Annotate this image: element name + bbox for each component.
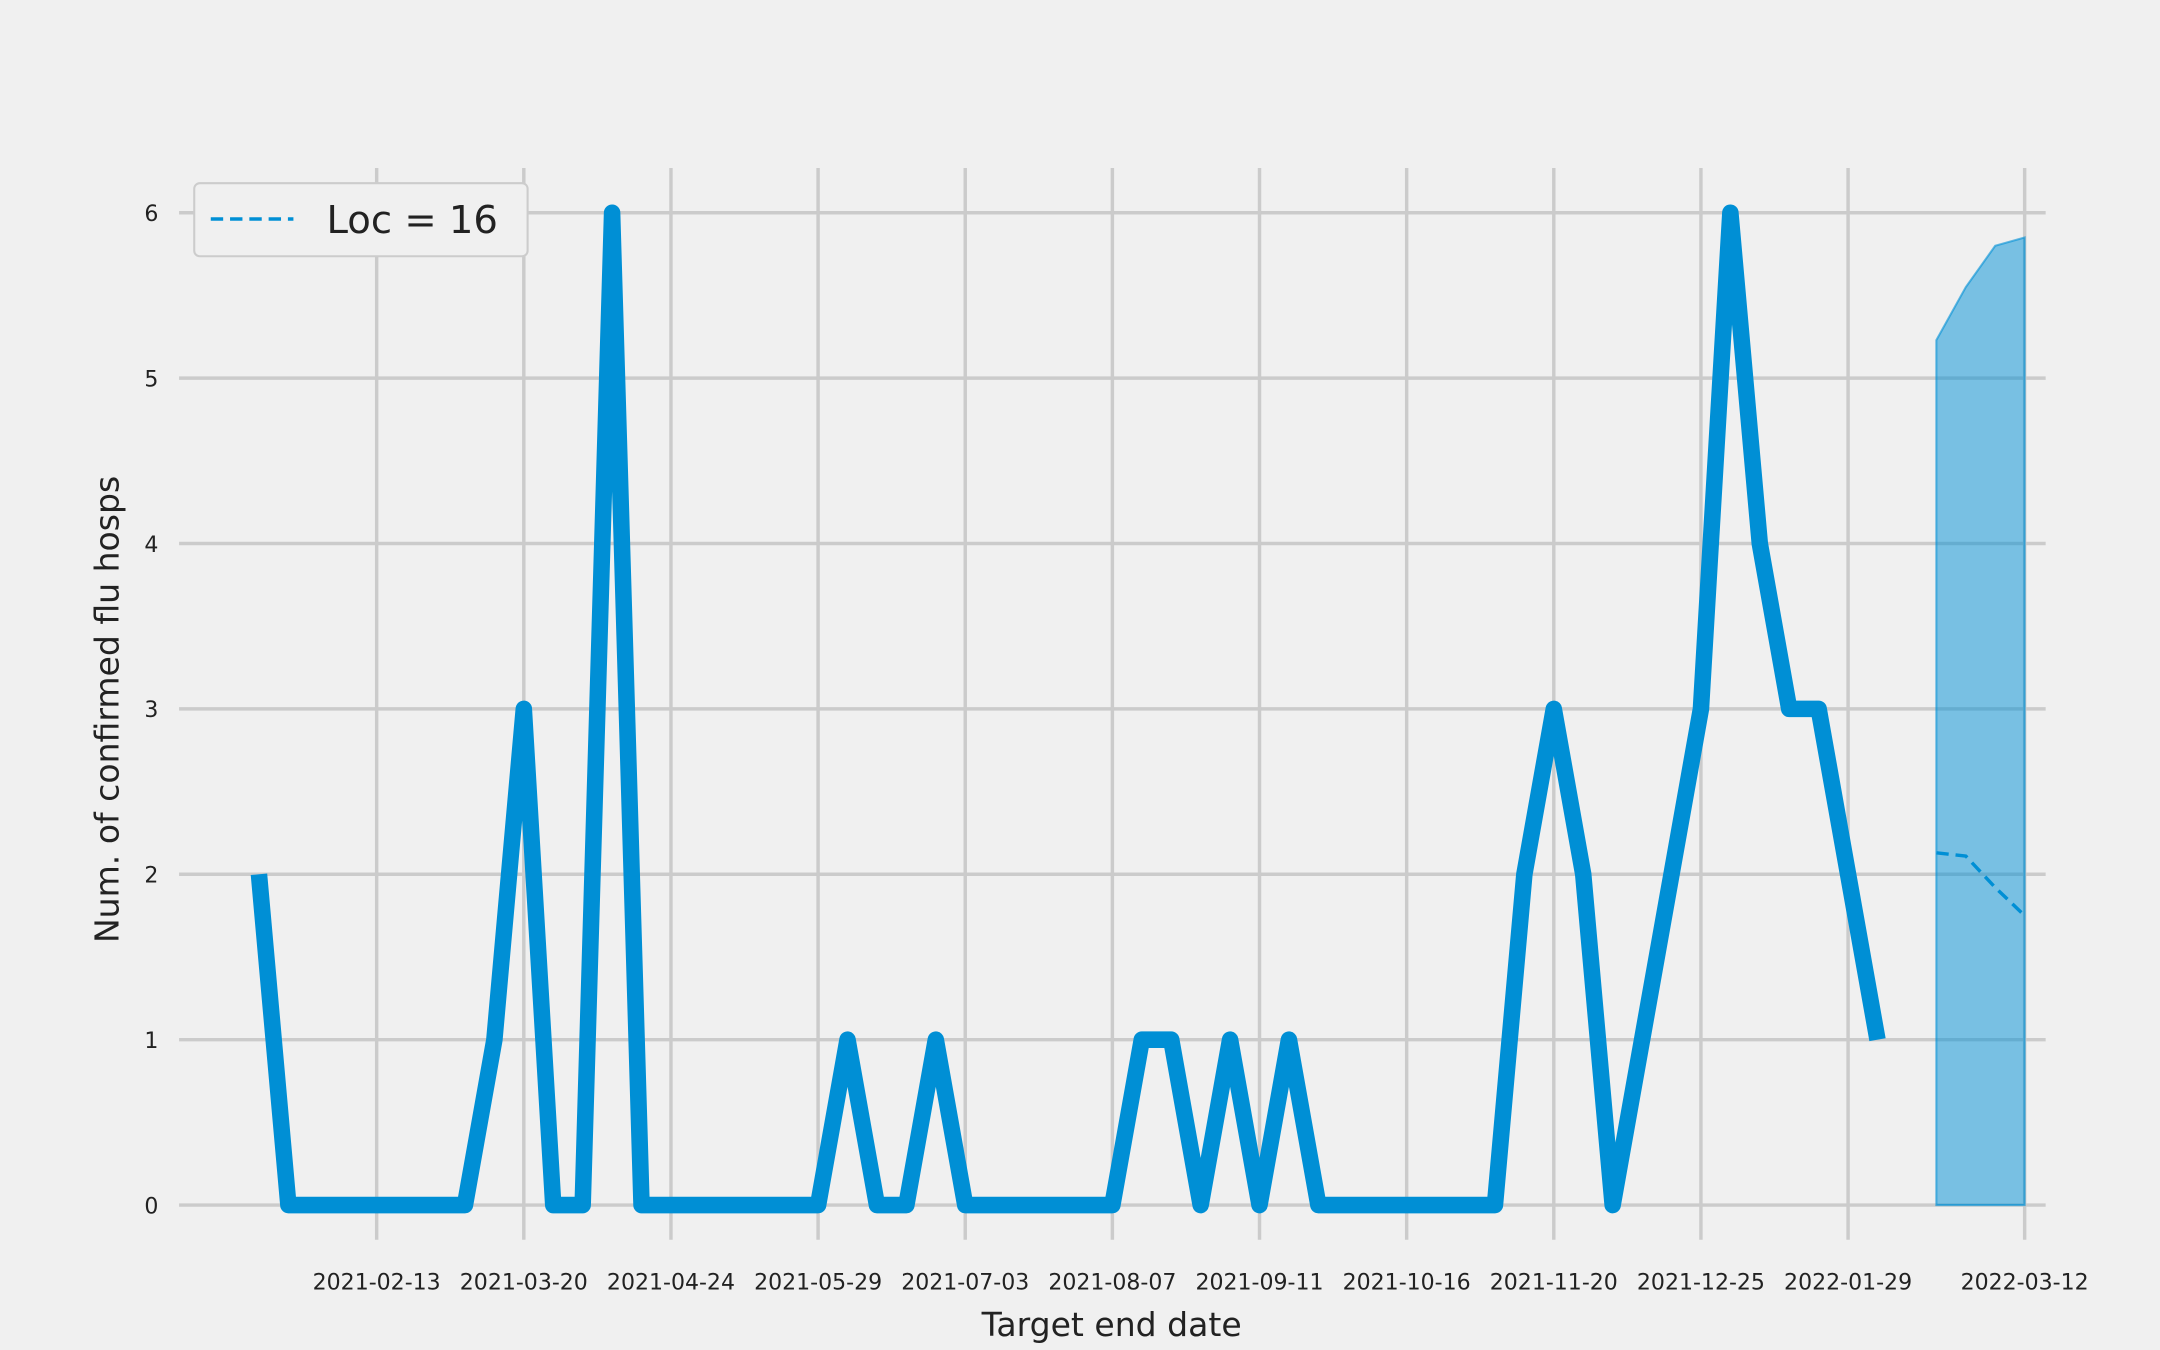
x-tick-label: 2021-03-20	[460, 1270, 588, 1295]
x-tick-label: 2021-12-25	[1637, 1270, 1765, 1295]
legend-label: Loc = 16	[326, 198, 498, 243]
x-tick-label: 2022-03-12	[1961, 1270, 2089, 1295]
x-tick-label: 2021-02-13	[313, 1270, 441, 1295]
legend: Loc = 16	[193, 182, 529, 258]
interval-band	[1935, 236, 2026, 1207]
x-tick-label: 2021-08-07	[1048, 1270, 1176, 1295]
y-tick-label: 0	[144, 1194, 158, 1219]
x-axis-label: Target end date	[981, 1305, 1242, 1344]
legend-box	[193, 182, 529, 258]
x-tick-label: 2021-10-16	[1343, 1270, 1471, 1295]
y-tick-label: 3	[144, 698, 158, 723]
y-tick-label: 1	[144, 1029, 158, 1054]
x-tick-label: 2021-04-24	[607, 1270, 735, 1295]
x-tick-label: 2021-05-29	[754, 1270, 882, 1295]
x-tick-label: 2021-09-11	[1195, 1270, 1323, 1295]
y-tick-label: 6	[144, 202, 158, 227]
x-tick-label: 2021-11-20	[1490, 1270, 1618, 1295]
y-tick-label: 5	[144, 367, 158, 392]
x-tick-label: 2022-01-29	[1784, 1270, 1912, 1295]
y-axis-label: Num. of confirmed flu hosps	[87, 476, 126, 943]
y-tick-label: 2	[144, 864, 158, 889]
observed-line	[250, 204, 1886, 1214]
y-tick-label: 4	[144, 533, 158, 558]
x-tick-label: 2021-07-03	[901, 1270, 1029, 1295]
